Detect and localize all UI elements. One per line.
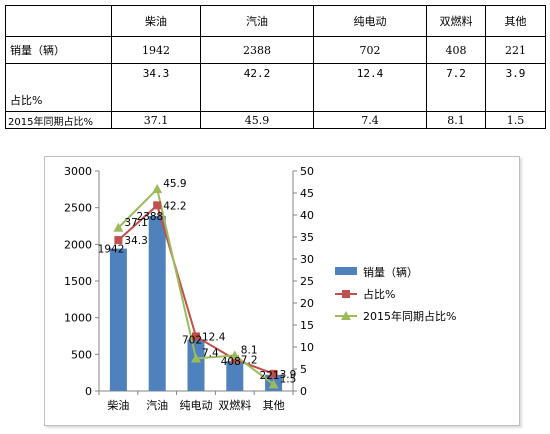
share-data-label: 42.2 <box>163 200 186 212</box>
header-cell: 纯电动 <box>313 5 427 37</box>
chart-container: 0 500 1000 1500 2000 2500 3000 0 5 10 15 20 25 30 35 40… <box>44 156 520 426</box>
table-cell: 408 <box>426 36 486 64</box>
bar <box>187 339 205 391</box>
header-cell: 双燃料 <box>426 5 486 37</box>
x-tick-label: 其他 <box>263 399 285 412</box>
header-cell: 柴油 <box>111 5 201 37</box>
right-tick-label: 15 <box>300 319 314 332</box>
share2015-marker <box>152 184 163 194</box>
share-data-label: 7.2 <box>241 354 258 366</box>
share2015-data-label: 7.4 <box>202 347 219 359</box>
legend-label-share2015: 2015年同期占比% <box>363 309 456 323</box>
table-row: 销量（辆） 1942 2388 702 408 221 <box>5 36 546 64</box>
right-tick-label: 0 <box>300 385 307 398</box>
bar-data-label: 221 <box>260 370 280 382</box>
table-cell: 2388 <box>200 36 314 64</box>
header-cell: 其他 <box>485 5 546 37</box>
share2015-marker <box>113 222 124 232</box>
table-cell: 702 <box>313 36 427 64</box>
row-label: 销量（辆） <box>5 36 112 64</box>
right-tick-label: 20 <box>300 297 314 310</box>
table-cell: 1942 <box>111 36 201 64</box>
table-cell: 34.3 <box>111 63 201 112</box>
right-tick-label: 45 <box>300 187 314 200</box>
share-data-label: 34.3 <box>124 235 147 247</box>
bar <box>148 215 166 391</box>
combo-chart: 0 500 1000 1500 2000 2500 3000 0 5 10 15 20 25 30 35 40… <box>64 165 456 412</box>
share-marker <box>153 201 162 210</box>
table-header-row: 柴油 汽油 纯电动 双燃料 其他 <box>5 5 546 37</box>
table-row: 2015年同期占比% 37.1 45.9 7.4 8.1 1.5 <box>5 111 546 129</box>
share2015-data-label: 8.1 <box>241 344 258 356</box>
table-cell: 7.4 <box>313 111 427 129</box>
bar-data-label: 702 <box>182 335 202 347</box>
share2015-marker <box>268 379 279 389</box>
left-tick-label: 3000 <box>64 165 92 178</box>
left-tick-label: 1000 <box>64 312 92 325</box>
share-marker <box>269 369 278 378</box>
left-tick-label: 500 <box>71 348 92 361</box>
right-tick-label: 35 <box>300 231 314 244</box>
bar <box>109 248 127 391</box>
share-data-label: 12.4 <box>202 331 226 343</box>
table-cell: 1.5 <box>485 111 546 129</box>
legend-label-share: 占比% <box>363 287 395 301</box>
table-cell: 45.9 <box>200 111 314 129</box>
share2015-data-label: 45.9 <box>163 178 186 190</box>
bar-data-label: 1942 <box>98 244 125 256</box>
row-label: 2015年同期占比% <box>5 111 112 129</box>
right-tick-label: 40 <box>300 209 314 222</box>
table-row: 占比% 34.3 42.2 12.4 7.2 3.9 <box>5 63 546 112</box>
legend-marker-share2015 <box>341 311 351 320</box>
bar-data-label: 408 <box>221 356 241 368</box>
right-tick-label: 50 <box>300 165 314 178</box>
table-cell: 3.9 <box>485 63 546 112</box>
share2015-data-label: 1.5 <box>280 373 297 385</box>
table-cell: 12.4 <box>313 63 427 112</box>
share2015-marker <box>191 353 201 363</box>
share2015-data-label: 37.1 <box>124 217 147 229</box>
legend-marker-share <box>342 290 350 298</box>
bar <box>226 361 244 391</box>
x-tick-label: 柴油 <box>107 398 129 412</box>
header-cell: 汽油 <box>200 5 314 37</box>
table-cell: 42.2 <box>200 63 314 112</box>
row-label: 占比% <box>5 63 112 112</box>
right-tick-label: 5 <box>300 363 307 376</box>
share-marker <box>192 332 200 341</box>
x-tick-label: 双燃料 <box>218 398 251 412</box>
right-tick-label: 25 <box>300 275 314 288</box>
table-cell: 7.2 <box>426 63 486 112</box>
bar-data-label: 2388 <box>136 211 163 223</box>
left-tick-label: 2500 <box>64 202 92 215</box>
table-cell: 221 <box>485 36 546 64</box>
x-tick-label: 纯电动 <box>180 399 213 412</box>
share-marker <box>114 236 123 245</box>
right-tick-label: 10 <box>300 341 314 354</box>
legend-label-sales: 销量（辆） <box>363 265 418 279</box>
table-cell: 8.1 <box>426 111 486 129</box>
data-table: 柴油 汽油 纯电动 双燃料 其他 销量（辆） 1942 2388 702 408… <box>5 5 546 129</box>
left-tick-label: 1500 <box>64 275 92 288</box>
x-tick-label: 汽油 <box>146 398 168 412</box>
share2015-marker <box>229 350 240 360</box>
header-cell <box>5 5 112 37</box>
table-cell: 37.1 <box>111 111 201 129</box>
right-tick-label: 30 <box>300 253 314 266</box>
left-tick-label: 0 <box>85 385 92 398</box>
legend-swatch-sales <box>335 267 357 275</box>
share-data-label: 3.9 <box>280 369 297 381</box>
left-tick-label: 2000 <box>64 238 92 251</box>
